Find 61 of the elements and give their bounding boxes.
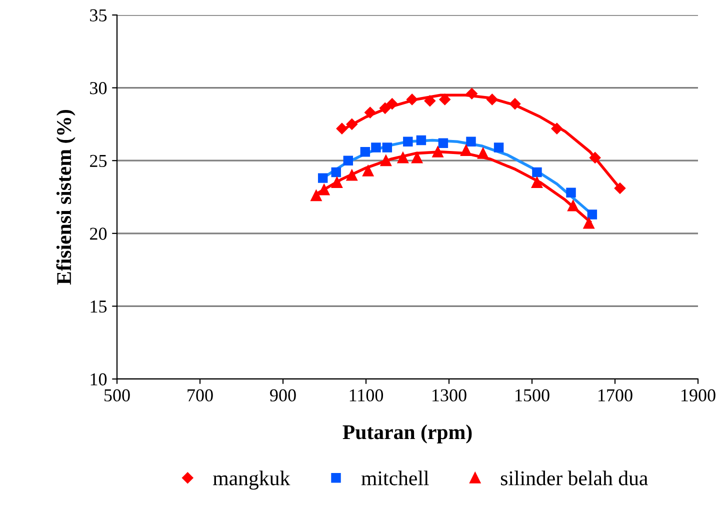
- point: [397, 152, 408, 164]
- x-tick-label: 700: [188, 389, 213, 402]
- point: [494, 142, 504, 152]
- point: [587, 210, 598, 220]
- point: [532, 167, 542, 178]
- point: [331, 167, 341, 178]
- x-axis-title: Putaran (rpm): [342, 424, 472, 444]
- y-tick-label: 10: [90, 373, 107, 386]
- y-tick-label: 20: [90, 228, 107, 240]
- point: [568, 200, 579, 212]
- point: [416, 135, 426, 146]
- point: [346, 118, 358, 130]
- point: [531, 176, 543, 188]
- x-tick-label: 1100: [350, 389, 384, 402]
- point: [486, 94, 498, 106]
- point: [343, 156, 354, 166]
- point: [380, 155, 392, 166]
- point: [371, 142, 381, 152]
- point: [364, 106, 376, 118]
- y-tick-label: 30: [90, 82, 107, 94]
- point: [360, 147, 370, 157]
- point: [411, 152, 423, 164]
- y-tick-label: 15: [90, 300, 107, 313]
- point: [583, 218, 594, 229]
- legend-label: silinder belah dua: [500, 470, 648, 486]
- point: [566, 188, 576, 198]
- point: [346, 170, 358, 181]
- x-tick-label: 500: [104, 389, 130, 402]
- x-tick-label: 1300: [432, 389, 466, 402]
- point: [438, 138, 448, 148]
- point: [466, 88, 478, 100]
- legend-label: mangkuk: [213, 470, 290, 490]
- y-tick-label: 35: [90, 9, 107, 22]
- x-tick-label: 1500: [516, 389, 550, 402]
- point: [331, 176, 343, 188]
- x-tick-label: 1700: [598, 389, 632, 402]
- point: [614, 182, 626, 194]
- point: [403, 136, 413, 147]
- point: [589, 152, 601, 164]
- y-tick-label: 25: [90, 154, 107, 168]
- point: [318, 173, 328, 183]
- point: [310, 190, 322, 202]
- legend-label: mitchell: [361, 470, 429, 486]
- x-tick-label: 1900: [682, 389, 716, 402]
- point: [382, 142, 392, 152]
- point: [318, 184, 330, 196]
- point: [477, 148, 489, 159]
- y-axis-title: Efisiensi sistem (%): [56, 110, 76, 285]
- point: [386, 98, 398, 110]
- point: [336, 122, 348, 134]
- point: [551, 122, 563, 134]
- x-tick-label: 900: [270, 389, 296, 402]
- point: [379, 102, 391, 114]
- point: [424, 95, 436, 107]
- point: [406, 94, 418, 106]
- point: [509, 98, 521, 110]
- point: [460, 144, 472, 156]
- point: [466, 136, 476, 147]
- point: [432, 146, 444, 158]
- point: [362, 165, 374, 176]
- point: [439, 94, 450, 106]
